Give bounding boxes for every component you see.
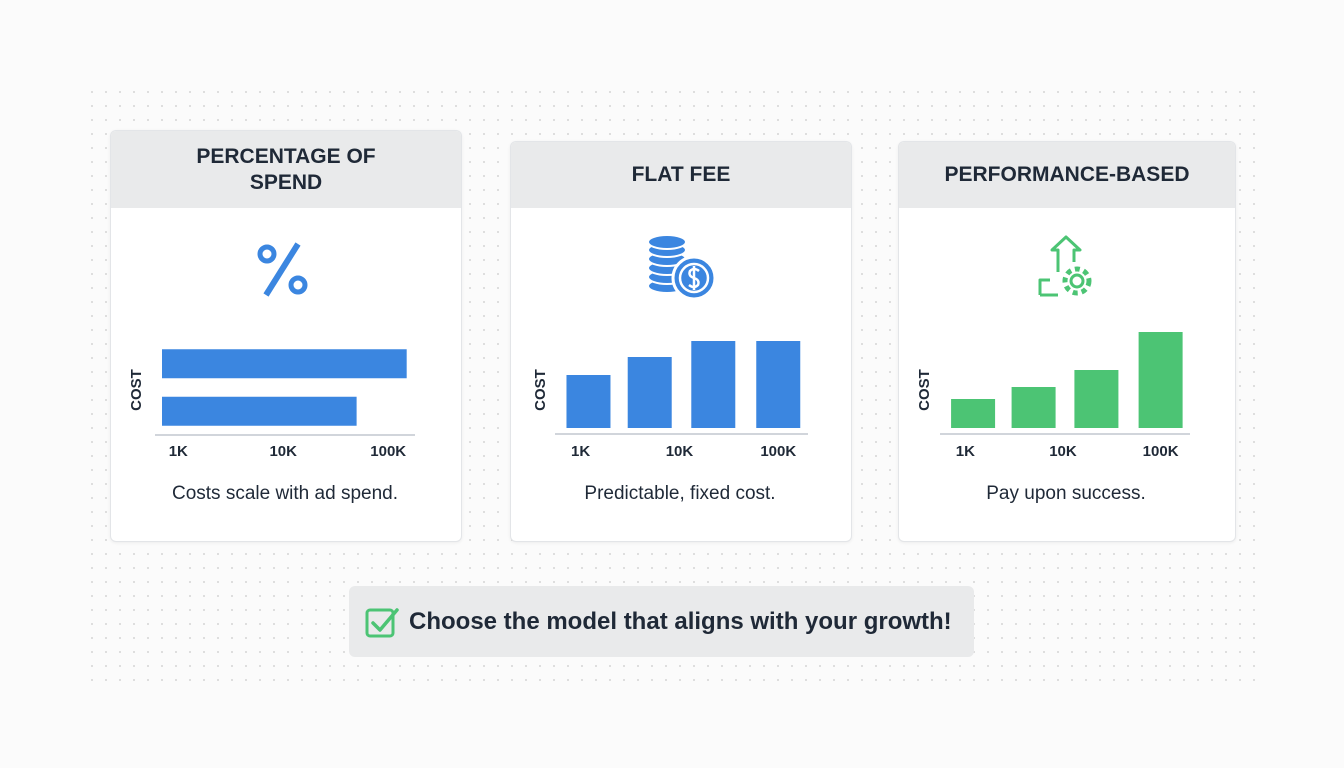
growth-gear-icon	[1038, 235, 1092, 297]
bar	[1011, 387, 1056, 428]
x-tick-label: 100K	[1143, 443, 1179, 460]
caption: Predictable, fixed cost.	[584, 483, 775, 504]
bar	[627, 357, 672, 428]
y-axis-label: COST	[916, 369, 933, 411]
footer-banner: Choose the model that aligns with your g…	[349, 586, 974, 657]
x-tick-label: 1K	[956, 443, 975, 460]
coins-icon	[647, 234, 717, 301]
x-tick-label: 10K	[269, 443, 297, 460]
card-title: FLAT FEE	[631, 163, 731, 186]
y-axis-label: COST	[128, 369, 145, 411]
bar	[691, 341, 736, 428]
card-header: PERCENTAGE OF SPEND	[111, 131, 461, 208]
caption: Pay upon success.	[986, 483, 1145, 504]
bar	[162, 349, 407, 379]
check-icon	[365, 608, 399, 638]
x-tick-label: 1K	[571, 443, 590, 460]
bar	[756, 341, 801, 428]
bar	[951, 399, 996, 428]
y-axis-label: COST	[532, 369, 549, 411]
bar	[566, 375, 611, 428]
bar	[162, 396, 357, 426]
card-header: PERFORMANCE-BASED	[899, 142, 1235, 208]
x-tick-label: 10K	[1049, 443, 1077, 460]
card: PERCENTAGE OF SPEND	[110, 130, 462, 542]
percent-icon	[257, 242, 308, 297]
card-header: FLAT FEE	[511, 142, 851, 208]
x-tick-label: 100K	[760, 443, 796, 460]
x-tick-label: 10K	[666, 443, 694, 460]
x-tick-label: 100K	[370, 443, 406, 460]
caption: Costs scale with ad spend.	[172, 483, 398, 504]
card-title: PERFORMANCE-BASED	[944, 163, 1190, 186]
bar	[1074, 370, 1119, 428]
card-title: PERCENTAGE OF SPEND	[196, 144, 376, 194]
x-tick-label: 1K	[169, 443, 188, 460]
bar	[1138, 332, 1183, 428]
footer-text: Choose the model that aligns with your g…	[409, 608, 952, 635]
